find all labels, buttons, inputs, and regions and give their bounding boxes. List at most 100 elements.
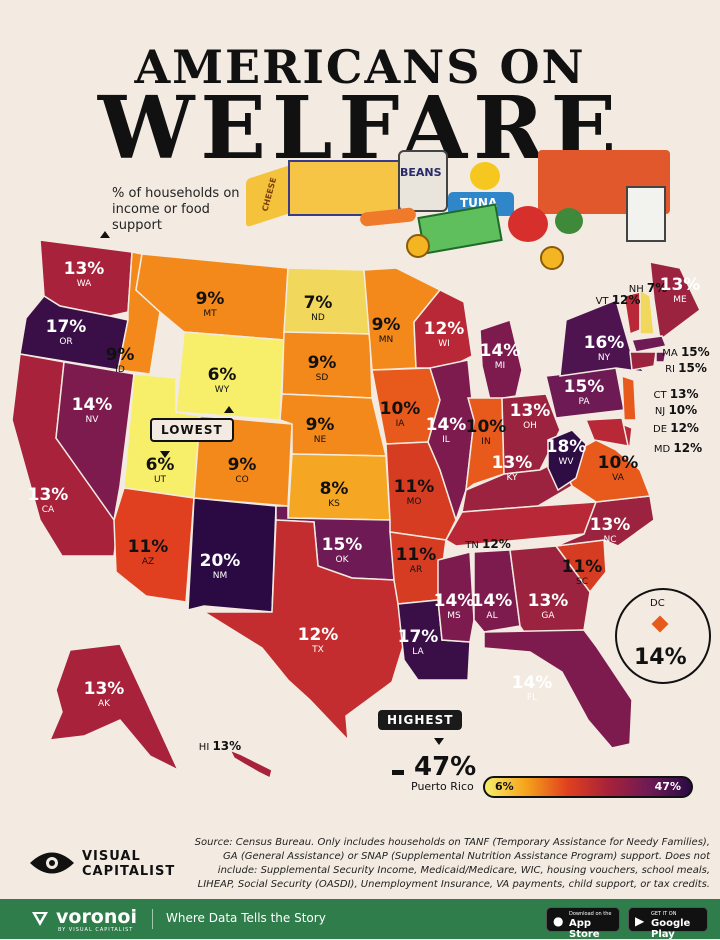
pasta-box-illustration [288,160,400,216]
state-label-nj: NJ 10% [655,403,697,417]
state-shape-ny [559,298,646,377]
dc-inset-circle [615,588,711,684]
state-shape-ct [629,351,657,371]
state-label-vt: VT 12% [596,293,641,307]
state-label-md: MD 12% [654,441,702,455]
brand-line-2: CAPITALIST [82,864,176,879]
state-value-ks: 8% [320,479,349,499]
state-abbr-tx: TX [311,645,324,655]
play-icon: ▶ [635,914,645,928]
state-value-ny: 16% [584,333,625,353]
state-abbr-ks: KS [328,499,340,509]
state-abbr-co: CO [235,475,248,485]
state-value-va: 10% [598,453,639,473]
state-value-pa: 15% [564,377,605,397]
state-abbr-ca: CA [42,505,55,515]
footer-bar: voronoi BY VISUAL CAPITALIST Where Data … [0,899,720,940]
state-value-ne: 9% [306,415,335,435]
state-value-me: 13% [660,275,701,295]
footer-brand-sub: BY VISUAL CAPITALIST [58,927,134,933]
state-abbr-ak: AK [98,699,111,709]
state-abbr-ky: KY [506,473,518,483]
state-label-ma: MA 15% [662,345,709,359]
state-abbr-wi: WI [438,339,450,349]
state-abbr-il: IL [442,435,450,445]
state-abbr-nm: NM [213,571,228,581]
beans-can-illustration [398,150,448,212]
state-abbr-ut: UT [154,475,167,485]
footer-tagline: Where Data Tells the Story [166,911,326,925]
puerto-rico-name: Puerto Rico [411,780,474,793]
state-label-ri: RI 15% [665,361,707,375]
app-store-button[interactable]: ● Download on the App Store [546,907,620,940]
state-abbr-va: VA [612,473,625,483]
state-shape-fl [483,629,633,749]
state-value-la: 17% [398,627,439,647]
state-abbr-nc: NC [603,535,616,545]
state-abbr-sd: SD [316,373,329,383]
footer-divider [152,909,153,929]
beans-label: BEANS [400,166,442,179]
state-abbr-ne: NE [314,435,327,445]
state-abbr-wy: WY [215,385,230,395]
state-abbr-or: OR [59,337,72,347]
state-value-mo: 11% [394,477,435,497]
google-play-small: GET IT ON [651,911,677,917]
state-shape-nv [55,361,135,522]
state-label-de: DE 12% [653,421,699,435]
visual-capitalist-wordmark: VISUAL CAPITALIST [82,849,175,879]
state-abbr-ny: NY [598,353,611,363]
footer-brand: voronoi [56,906,137,928]
google-play-button[interactable]: ▶ GET IT ON Google Play [628,907,708,940]
state-abbr-la: LA [412,647,424,657]
legend-min: 6% [495,780,514,793]
state-value-mi: 14% [480,341,521,361]
state-value-id: 9% [106,345,135,365]
labels-layer: 13%WA17%OR13%CA14%NV9%ID9%MT6%WY6%UT11%A… [28,259,710,753]
state-abbr-in: IN [481,437,490,447]
color-legend: 6% 47% [483,776,693,798]
state-value-wa: 13% [64,259,105,279]
state-label-tn: TN 12% [464,537,511,551]
state-value-tx: 12% [298,625,339,645]
state-shape-me [649,261,701,342]
state-value-al: 14% [472,591,513,611]
state-value-wy: 6% [208,365,237,385]
state-abbr-wv: WV [558,457,574,467]
puerto-rico-shape [392,770,404,775]
state-abbr-nd: ND [311,313,325,323]
state-abbr-fl: FL [527,693,537,703]
tomato-illustration [508,206,548,242]
state-shape-ma [631,335,668,353]
state-value-in: 10% [466,417,507,437]
highest-callout: HIGHEST [378,710,463,730]
state-shape-ms [437,551,475,643]
voronoi-logo-icon [32,912,48,926]
legend-max: 47% [654,780,681,793]
brand-line-1: VISUAL [82,849,141,864]
state-value-ms: 14% [434,591,475,611]
state-value-oh: 13% [510,401,551,421]
state-shape-wv [547,429,587,492]
state-shape-hi [228,748,273,780]
state-value-ut: 6% [146,455,175,475]
apple-icon: ● [553,914,564,928]
state-abbr-nv: NV [86,415,100,425]
state-abbr-ok: OK [336,555,350,565]
broccoli-illustration [555,208,583,234]
state-value-wi: 12% [424,319,465,339]
state-value-nm: 20% [200,551,241,571]
coin-icon [406,234,430,258]
state-value-ky: 13% [492,453,533,473]
state-value-ia: 10% [380,399,421,419]
state-abbr-mo: MO [407,497,422,507]
state-abbr-ar: AR [410,565,422,575]
state-abbr-al: AL [486,611,497,621]
state-value-sc: 11% [562,557,603,577]
state-value-mt: 9% [196,289,225,309]
state-abbr-wa: WA [77,279,92,289]
state-value-nc: 13% [590,515,631,535]
state-value-il: 14% [426,415,467,435]
states-layer [11,239,701,780]
